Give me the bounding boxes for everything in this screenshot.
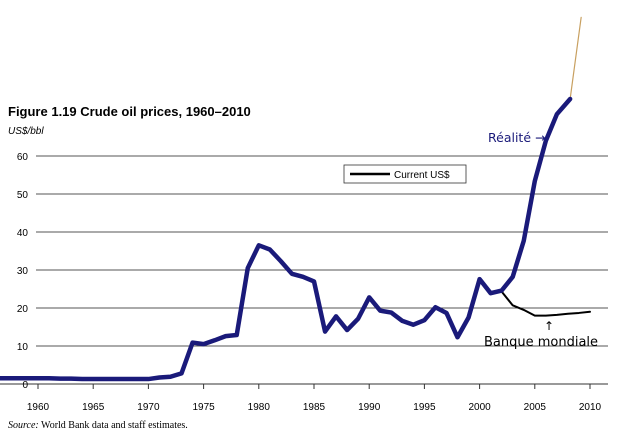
chart-title: Figure 1.19 Crude oil prices, 1960–2010 [8, 104, 251, 119]
y-tick-label: 0 [22, 380, 28, 391]
legend-label: Current US$ [394, 170, 450, 181]
x-tick-label: 2010 [579, 402, 602, 413]
x-tick-label: 1985 [303, 402, 326, 413]
y-tick-label: 20 [17, 304, 29, 315]
source-text: World Bank data and staff estimates. [39, 420, 188, 431]
y-tick-label: 10 [17, 342, 29, 353]
x-tick-label: 1965 [82, 402, 105, 413]
y-tick-label: 60 [17, 152, 29, 163]
reality-annotation: Réalité → [488, 130, 545, 145]
legend-box [343, 164, 467, 184]
x-tick-label: 1995 [413, 402, 436, 413]
x-tick-label: 1970 [137, 402, 160, 413]
x-tick-label: 1960 [27, 402, 50, 413]
forecast-series-line [500, 290, 591, 317]
source-label: Source: [8, 420, 39, 431]
x-tick-label: 1975 [192, 402, 215, 413]
extension-series-line [569, 16, 582, 100]
x-tick-label: 1980 [248, 402, 271, 413]
y-tick-label: 50 [17, 190, 29, 201]
y-tick-label: 40 [17, 228, 29, 239]
x-tick-label: 2005 [524, 402, 547, 413]
source-note: Source: World Bank data and staff estima… [8, 420, 188, 431]
legend: Current US$ [343, 164, 467, 184]
x-tick-label: 1990 [358, 402, 381, 413]
y-tick-label: 30 [17, 266, 29, 277]
forecast-annotation: Banque mondiale [484, 335, 598, 350]
forecast-arrow: ↑ [544, 319, 554, 333]
reality-series-line [0, 96, 573, 382]
y-axis-label: US$/bbl [8, 126, 44, 137]
x-tick-label: 2000 [468, 402, 491, 413]
